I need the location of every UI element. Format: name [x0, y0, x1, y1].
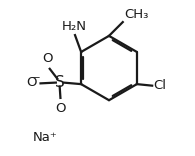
Text: −: − [32, 73, 41, 83]
Text: Na⁺: Na⁺ [33, 131, 58, 144]
Text: O: O [26, 76, 37, 89]
Text: Cl: Cl [154, 79, 167, 92]
Text: S: S [55, 75, 65, 90]
Text: H₂N: H₂N [62, 20, 87, 33]
Text: CH₃: CH₃ [124, 7, 149, 21]
Text: O: O [42, 52, 53, 65]
Text: O: O [55, 102, 66, 115]
